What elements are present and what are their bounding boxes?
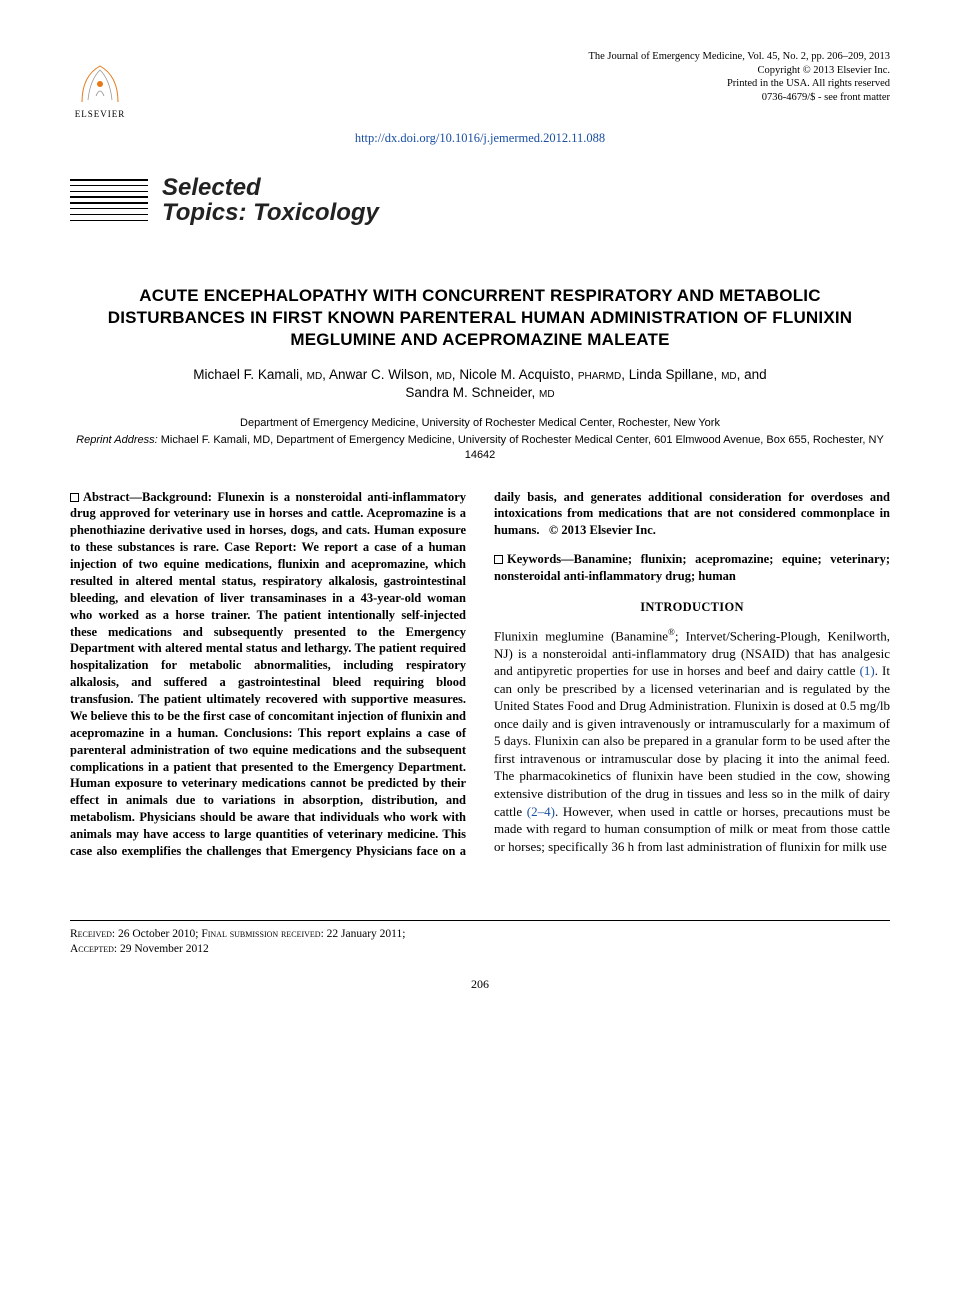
reprint-text: Michael F. Kamali, MD, Department of Eme… — [161, 434, 884, 461]
final-label: Final submission received: — [201, 928, 323, 940]
received-date: 26 October 2010; — [118, 928, 198, 940]
publisher-name: ELSEVIER — [75, 108, 126, 120]
introduction-paragraph: Flunixin meglumine (Banamine®; Intervet/… — [494, 626, 890, 855]
footer-rule — [70, 920, 890, 921]
page-number: 206 — [70, 976, 890, 992]
section-banner: Selected Topics: Toxicology — [70, 175, 890, 225]
received-label: Received: — [70, 928, 115, 940]
author-degree: PHARMD — [578, 371, 621, 382]
accepted-date: 29 November 2012 — [120, 943, 209, 955]
author-name: Michael F. Kamali, — [193, 367, 303, 382]
reprint-label: Reprint Address: — [76, 434, 158, 446]
publisher-logo: ELSEVIER — [70, 50, 130, 120]
article-history: Received: 26 October 2010; Final submiss… — [70, 927, 890, 958]
keywords-block: Keywords—Banamine; flunixin; acepromazin… — [494, 551, 890, 585]
inline-copyright: © 2013 Elsevier Inc. — [549, 523, 656, 537]
intro-text: . It can only be prescribed by a license… — [494, 663, 890, 818]
author-name: Anwar C. Wilson, — [329, 367, 433, 382]
author-degree: MD — [307, 371, 323, 382]
doi-link-row: http://dx.doi.org/10.1016/j.jemermed.201… — [70, 130, 890, 147]
author-name: Sandra M. Schneider, — [405, 385, 535, 400]
banner-rule-icon — [70, 179, 148, 221]
author-degree: MD — [436, 371, 452, 382]
intro-text: Flunixin meglumine (Banamine — [494, 628, 668, 643]
author-degree: MD — [721, 371, 737, 382]
author-and: and — [744, 367, 767, 382]
banner-line: Topics: Toxicology — [162, 200, 379, 225]
final-date: 22 January 2011; — [327, 928, 406, 940]
section-banner-title: Selected Topics: Toxicology — [162, 175, 379, 225]
meta-line: Printed in the USA. All rights reserved — [588, 77, 890, 91]
keywords-label: Keywords— — [507, 552, 574, 566]
meta-line: Copyright © 2013 Elsevier Inc. — [588, 64, 890, 78]
reprint-address: Reprint Address: Michael F. Kamali, MD, … — [70, 433, 890, 463]
two-column-body: Abstract—Background: Flunexin is a nonst… — [70, 489, 890, 860]
author-list: Michael F. Kamali, MD, Anwar C. Wilson, … — [70, 366, 890, 402]
registered-mark: ® — [668, 627, 675, 637]
checkbox-icon — [70, 493, 79, 502]
citation-link[interactable]: (1) — [860, 663, 875, 678]
section-heading-introduction: INTRODUCTION — [494, 599, 890, 616]
journal-metadata: The Journal of Emergency Medicine, Vol. … — [588, 50, 890, 105]
article-title: ACUTE ENCEPHALOPATHY WITH CONCURRENT RES… — [90, 285, 870, 351]
abstract-label: Abstract— — [83, 490, 142, 504]
author-name: Nicole M. Acquisto, — [459, 367, 574, 382]
affiliation: Department of Emergency Medicine, Univer… — [70, 416, 890, 431]
doi-link[interactable]: http://dx.doi.org/10.1016/j.jemermed.201… — [355, 131, 605, 145]
accepted-label: Accepted: — [70, 943, 117, 955]
author-degree: MD — [539, 389, 555, 400]
meta-line: The Journal of Emergency Medicine, Vol. … — [588, 50, 890, 64]
citation-link[interactable]: (2–4) — [527, 804, 555, 819]
checkbox-icon — [494, 555, 503, 564]
meta-line: 0736-4679/$ - see front matter — [588, 91, 890, 105]
banner-line: Selected — [162, 175, 379, 200]
author-name: Linda Spillane, — [629, 367, 718, 382]
